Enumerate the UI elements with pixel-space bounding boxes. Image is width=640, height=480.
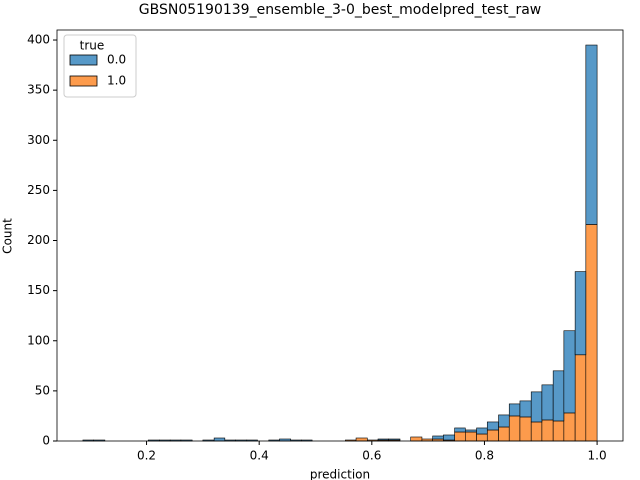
bar bbox=[585, 44, 598, 225]
bar bbox=[498, 414, 510, 428]
x-tick-label: 0.4 bbox=[250, 449, 269, 463]
bar bbox=[388, 438, 401, 441]
bar bbox=[541, 384, 554, 421]
bar bbox=[585, 224, 598, 442]
x-tick-label: 0.6 bbox=[362, 449, 381, 463]
x-tick-label: 1.0 bbox=[588, 449, 607, 463]
x-tick-label: 0.2 bbox=[137, 449, 156, 463]
y-tick-label: 50 bbox=[35, 383, 50, 397]
y-axis-label: Count bbox=[1, 218, 15, 254]
bar bbox=[377, 438, 390, 441]
bar bbox=[519, 400, 532, 418]
bar bbox=[454, 431, 466, 442]
y-tick-label: 0 bbox=[42, 434, 50, 448]
plot-frame bbox=[56, 29, 624, 442]
bar bbox=[443, 434, 455, 441]
bar bbox=[476, 427, 488, 435]
bar bbox=[519, 416, 532, 442]
bar bbox=[530, 391, 543, 423]
legend-swatch bbox=[69, 75, 98, 87]
y-tick-label: 200 bbox=[27, 233, 50, 247]
bar bbox=[465, 431, 477, 442]
y-tick-label: 400 bbox=[27, 33, 50, 47]
y-tick-label: 250 bbox=[27, 183, 50, 197]
bar bbox=[355, 437, 368, 442]
legend-label: 1.0 bbox=[107, 74, 126, 88]
bar bbox=[498, 426, 510, 442]
bar bbox=[552, 420, 565, 442]
bar bbox=[563, 412, 576, 442]
bar bbox=[432, 435, 444, 440]
bar bbox=[563, 330, 576, 414]
bar bbox=[541, 419, 554, 442]
bar bbox=[552, 370, 565, 422]
y-tick-label: 350 bbox=[27, 83, 50, 97]
bar bbox=[476, 433, 488, 442]
y-tick-label: 300 bbox=[27, 133, 50, 147]
bar bbox=[574, 354, 587, 442]
bar bbox=[530, 421, 543, 442]
y-tick-label: 100 bbox=[27, 333, 50, 347]
y-tick-label: 150 bbox=[27, 283, 50, 297]
bar bbox=[486, 429, 499, 442]
bar bbox=[213, 437, 226, 442]
legend-swatch bbox=[69, 54, 98, 66]
legend-label: 0.0 bbox=[107, 53, 126, 67]
x-axis-label: prediction bbox=[310, 468, 370, 480]
legend-title: true bbox=[80, 39, 105, 53]
bar bbox=[486, 421, 499, 431]
bar bbox=[410, 436, 423, 442]
bar bbox=[508, 403, 521, 417]
bar bbox=[465, 429, 477, 433]
chart-title: GBSN05190139_ensemble_3-0_best_modelpred… bbox=[139, 2, 542, 18]
bar bbox=[454, 427, 466, 433]
bar bbox=[574, 271, 587, 356]
bar bbox=[508, 415, 521, 442]
x-tick-label: 0.8 bbox=[475, 449, 494, 463]
